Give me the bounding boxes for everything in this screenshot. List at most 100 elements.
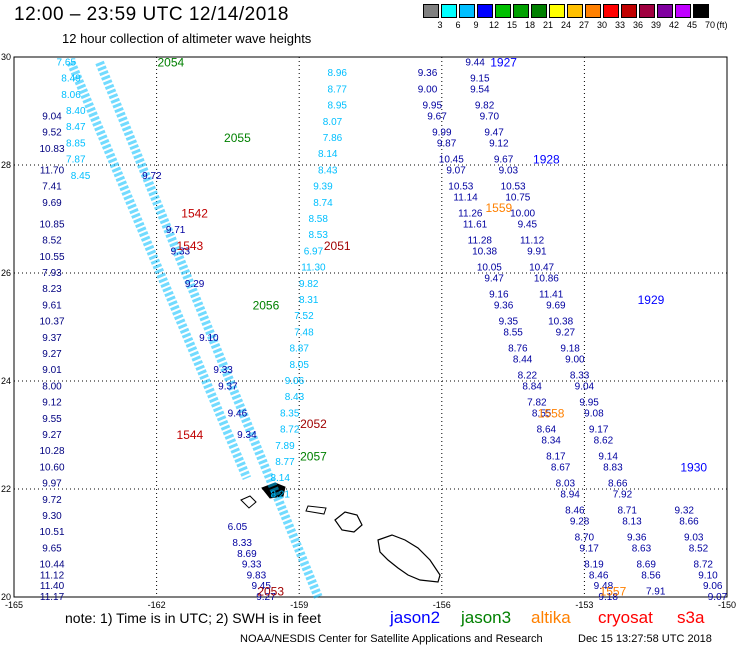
wave-height-label: 11.17 xyxy=(40,592,65,603)
wave-height-label: 11.12 xyxy=(520,236,545,247)
wave-height-label: 9.12 xyxy=(489,138,509,149)
wave-height-label: 9.16 xyxy=(489,290,509,301)
colorbar-swatch xyxy=(531,4,547,18)
wave-height-label: 8.74 xyxy=(313,198,333,209)
wave-height-label: 10.53 xyxy=(448,182,473,193)
wave-height-label: 7.41 xyxy=(42,182,62,193)
wave-height-label: 9.52 xyxy=(42,128,62,139)
altimeter-tracks: 9.04 9.52 10.83 11.70 7.41 9.69 10.85 8.52 10.55… xyxy=(40,57,728,603)
colorbar-swatch xyxy=(585,4,601,18)
legend-item: s3a xyxy=(677,608,705,627)
wave-height-label: 9.12 xyxy=(42,398,62,409)
wave-height-label: 10.53 xyxy=(501,182,526,193)
wave-height-label: 9.44 xyxy=(465,57,485,68)
y-tick-label: 24 xyxy=(1,376,11,386)
x-tick-label: -159 xyxy=(290,600,308,610)
colorbar-swatch xyxy=(423,4,439,18)
wave-height-label: 8.64 xyxy=(537,425,557,436)
pass-number-label: 2057 xyxy=(300,450,327,464)
wave-height-label: 8.43 xyxy=(285,392,305,403)
pass-number-label: 1927 xyxy=(490,55,517,69)
wave-height-label: 11.26 xyxy=(458,209,483,220)
wave-height-label: 11.70 xyxy=(40,165,65,176)
y-tick-label: 22 xyxy=(1,484,11,494)
y-tick-label: 30 xyxy=(1,52,11,62)
wave-height-label: 8.76 xyxy=(508,344,528,355)
wave-height-label: 9.04 xyxy=(575,381,595,392)
wave-height-label: 8.53 xyxy=(308,230,328,241)
wave-height-label: 9.70 xyxy=(480,111,500,122)
wave-height-label: 8.14 xyxy=(270,473,290,484)
colorbar-label: 42 xyxy=(668,20,679,30)
wave-height-label: 9.06 xyxy=(703,581,723,592)
wave-height-label: 10.51 xyxy=(40,527,65,538)
wave-height-label: 9.46 xyxy=(228,408,248,419)
wave-height-label: 8.70 xyxy=(575,533,595,544)
x-tick-label: -165 xyxy=(5,600,23,610)
wave-height-label: 8.14 xyxy=(318,149,338,160)
wave-height-label: 10.75 xyxy=(505,192,530,203)
wave-height-label: 8.03 xyxy=(556,479,576,490)
wave-height-label: 8.66 xyxy=(679,516,699,527)
wave-height-label: 9.27 xyxy=(42,349,62,360)
wave-height-label: 10.05 xyxy=(477,263,502,274)
wave-height-label: 8.33 xyxy=(570,371,590,382)
wave-height-label: 9.33 xyxy=(171,246,191,257)
wave-height-label: 9.71 xyxy=(166,225,186,236)
wave-height-label: 8.55 xyxy=(503,327,523,338)
wave-height-label: 9.07 xyxy=(446,165,466,176)
wave-height-label: 9.48 xyxy=(594,581,614,592)
wave-height-label: 9.32 xyxy=(674,506,694,517)
wave-height-label: 10.00 xyxy=(510,209,535,220)
colorbar-swatch xyxy=(513,4,529,18)
wave-height-label: 7.52 xyxy=(294,311,314,322)
wave-height-label: 11.30 xyxy=(301,263,326,274)
wave-height-label: 7.93 xyxy=(42,268,62,279)
wave-height-label: 10.85 xyxy=(40,219,65,230)
wave-height-label: 8.13 xyxy=(622,516,642,527)
wave-height-label: 9.29 xyxy=(185,279,205,290)
wave-height-label: 8.58 xyxy=(308,214,328,225)
wave-height-label: 9.82 xyxy=(299,279,319,290)
wave-height-label: 8.31 xyxy=(299,295,319,306)
wave-height-label: 11.12 xyxy=(40,570,65,581)
pass-number-label: 1929 xyxy=(638,293,665,307)
colorbar-label: 3 xyxy=(437,20,443,30)
wave-height-label: 10.55 xyxy=(40,252,65,263)
chart-title: 12:00 – 23:59 UTC 12/14/2018 xyxy=(14,4,289,25)
wave-height-label: 9.18 xyxy=(598,592,618,603)
pass-number-label: 2053 xyxy=(257,585,284,599)
colorbar-label: 18 xyxy=(524,20,535,30)
wave-height-label: 9.34 xyxy=(237,430,257,441)
wave-height-label: 8.66 xyxy=(608,479,628,490)
wave-height-label: 7.91 xyxy=(646,587,666,598)
wave-height-label: 9.03 xyxy=(684,533,704,544)
pass-number-label: 2055 xyxy=(224,131,251,145)
island-molokai xyxy=(305,505,327,515)
timestamp-text: Dec 15 13:27:58 UTC 2018 xyxy=(578,633,712,645)
colorbar-swatch xyxy=(495,4,511,18)
pass-number-label: 1930 xyxy=(680,460,707,474)
wave-height-label: 9.72 xyxy=(42,495,62,506)
wave-height-label: 9.67 xyxy=(494,155,514,166)
wave-height-label: 8.84 xyxy=(522,381,542,392)
wave-height-label: 8.46 xyxy=(565,506,585,517)
colorbar-label: 9 xyxy=(473,20,479,30)
wave-height-label: 9.30 xyxy=(42,511,62,522)
credit-text: NOAA/NESDIS Center for Satellite Applica… xyxy=(240,633,543,645)
wave-height-label: 10.38 xyxy=(548,317,573,328)
wave-height-label: 9.18 xyxy=(560,344,580,355)
wave-height-label: 8.33 xyxy=(232,538,252,549)
pass-number-label: 2052 xyxy=(300,417,327,431)
wave-height-label: 9.08 xyxy=(584,408,604,419)
wave-height-label: 6.05 xyxy=(228,522,248,533)
wave-height-label: 9.27 xyxy=(556,327,576,338)
wave-height-label: 9.47 xyxy=(484,273,504,284)
wave-height-label: 9.69 xyxy=(42,198,62,209)
wave-height-label: 10.28 xyxy=(40,446,65,457)
wave-height-label: 8.71 xyxy=(617,506,637,517)
wave-height-label: 7.65 xyxy=(57,57,77,68)
wave-height-label: 8.44 xyxy=(513,354,533,365)
wave-height-label: 8.21 xyxy=(270,489,290,500)
